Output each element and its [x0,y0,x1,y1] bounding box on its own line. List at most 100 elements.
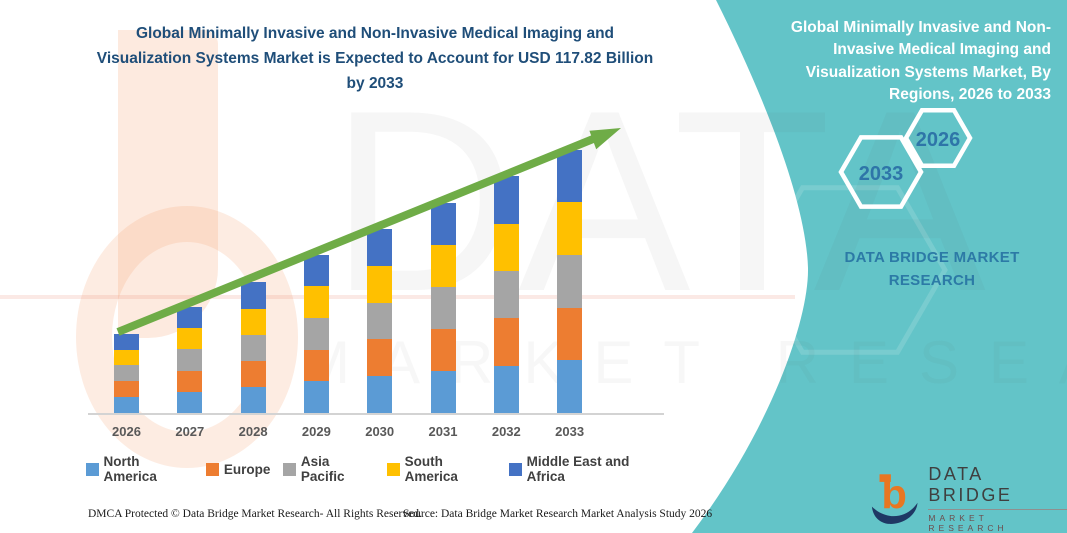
bar-segment-asia-pacific [493,271,519,319]
hexagon-2033-label: 2033 [859,163,904,185]
legend-swatch [509,462,522,476]
legend-item-south-america: South America [387,454,496,484]
source-footer-text: Source: Data Bridge Market Research Mark… [403,508,713,520]
bar-2031 [430,203,456,413]
watermark-logo-ring [76,206,298,468]
bar-segment-europe [430,329,456,372]
legend-label: South America [404,454,458,484]
bar-segment-north-america [240,386,266,413]
bar-segment-europe [240,360,266,387]
bar-segment-north-america [493,365,519,413]
trend-arrow-head [589,128,621,150]
bar-segment-north-america [303,381,329,413]
chart-title: Global Minimally Invasive and Non-Invasi… [96,25,654,92]
teal-panel-background [692,0,1067,533]
bar-segment-north-america [177,391,203,413]
bar-segment-europe [177,370,203,392]
bar-segment-middle-east-and-africa [240,282,266,309]
bar-2032 [493,176,519,413]
bar-segment-middle-east-and-africa [430,203,456,246]
x-axis-label-2031: 2031 [428,424,458,439]
bar-segment-asia-pacific [114,365,139,382]
dmca-footer-text: DMCA Protected © Data Bridge Market Rese… [88,508,422,520]
bar-segment-south-america [557,202,583,255]
ghost-hexagon-outline [752,185,948,355]
bar-segment-south-america [367,265,393,303]
x-axis-line [88,413,664,415]
legend-swatch [283,462,296,476]
bar-2028 [240,282,266,413]
bar-segment-south-america [493,223,519,272]
legend-item-middle-east-and-africa: Middle East and Africa [509,454,666,484]
bar-segment-south-america [430,245,456,288]
bar-segment-north-america [557,360,583,413]
bar-segment-europe [557,307,583,361]
legend-label: Asia Pacific [300,454,345,484]
bar-segment-middle-east-and-africa [114,333,139,350]
legend-label: North America [103,454,157,484]
legend-swatch [205,462,219,476]
x-axis-label-2027: 2027 [175,424,205,439]
bar-segment-asia-pacific [430,287,456,330]
logo-divider [928,509,1067,510]
bar-segment-south-america [303,286,329,318]
bar-2026 [114,333,139,413]
bar-segment-north-america [367,376,393,413]
bar-segment-europe [303,349,329,382]
bar-segment-south-america [114,349,139,366]
data-bridge-logo: b DATA BRIDGE MARKET RESEARCH [870,464,1067,533]
bar-2030 [367,228,393,413]
chart-legend: North America Europe Asia Pacific South Ame… [86,454,666,484]
watermark-logo-stem [118,30,218,338]
logo-subtitle: MARKET RESEARCH [928,513,1008,533]
bar-2029 [303,254,329,413]
bar-segment-middle-east-and-africa [493,176,519,224]
bar-segment-south-america [177,328,203,350]
bar-segment-asia-pacific [303,317,329,350]
watermark-brand-text: DATA BRIDGE [330,56,1067,345]
watermark-subtitle-text: MARKET RESEARCH [300,329,1067,396]
x-axis-label-2028: 2028 [238,424,268,439]
bar-2027 [177,306,203,413]
legend-item-europe: Europe [205,462,270,477]
bar-segment-europe [367,339,393,377]
bar-segment-middle-east-and-africa [557,150,583,203]
logo-text-block: DATA BRIDGE MARKET RESEARCH [928,464,1067,533]
bar-segment-asia-pacific [367,302,393,340]
svg-text:b: b [881,471,907,518]
bar-segment-europe [493,318,519,366]
legend-item-north-america: North America [86,454,193,484]
legend-swatch [387,462,400,476]
panel-title: Global Minimally Invasive and Non-Invasi… [790,19,1051,104]
hexagon-2026 [903,108,973,168]
bar-2033 [557,150,583,413]
trend-arrow-line [116,133,600,336]
brand-wordmark: DATA BRIDGE MARKET RESEARCH [844,249,1020,289]
bar-segment-middle-east-and-africa [367,228,393,266]
x-axis-label-2030: 2030 [365,424,395,439]
hexagon-2026-label: 2026 [916,129,961,151]
logo-name: DATA BRIDGE [928,464,1013,505]
bar-segment-middle-east-and-africa [177,306,203,329]
x-axis-label-2033: 2033 [555,424,585,439]
x-axis-label-2032: 2032 [491,424,521,439]
bar-segment-south-america [240,308,266,335]
legend-label: Middle East and Africa [526,454,630,484]
bar-segment-asia-pacific [240,334,266,361]
x-axis-label-2026: 2026 [112,424,141,439]
bar-segment-north-america [430,371,456,413]
bar-segment-middle-east-and-africa [303,254,329,287]
bar-segment-europe [114,381,139,398]
watermark-underline [0,295,795,299]
bar-segment-north-america [114,397,139,413]
hexagon-2033 [838,135,924,209]
